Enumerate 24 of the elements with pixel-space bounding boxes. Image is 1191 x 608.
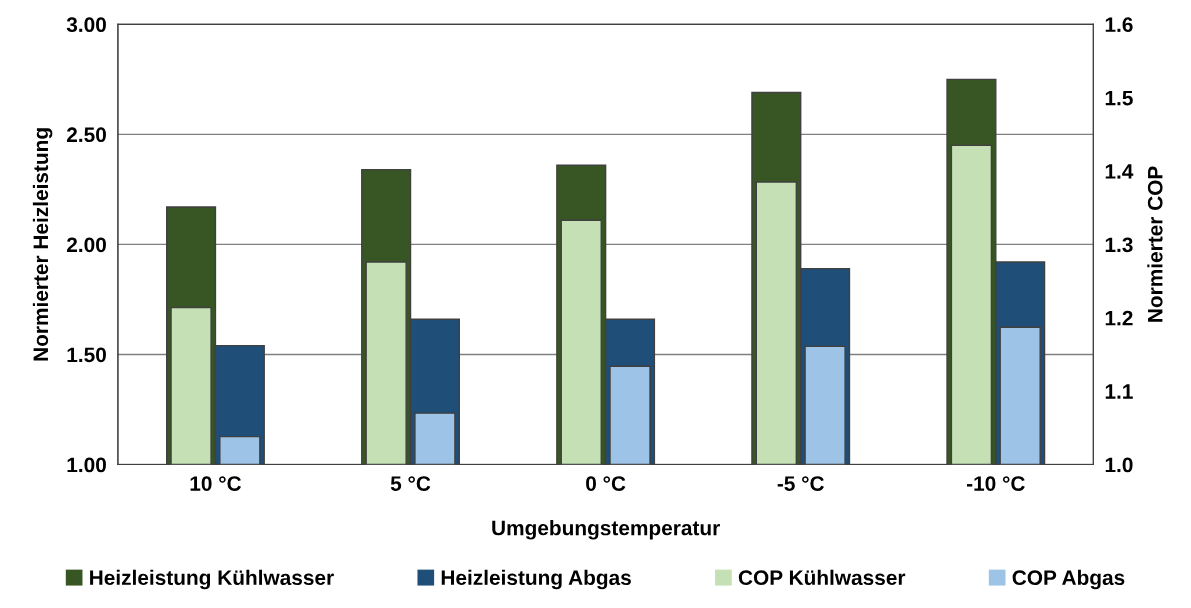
x-tick-label: -10 °C (966, 476, 1025, 491)
y-tick-label: 2.50 (66, 127, 106, 143)
y2-tick-label: 1.0 (1105, 457, 1133, 473)
y-tick-label: 3.00 (66, 17, 106, 33)
x-tick-label: 5 °C (390, 476, 431, 491)
y2-tick-label: 1.5 (1105, 90, 1133, 106)
y-tick-label: 1.50 (67, 347, 106, 363)
y2-axis-title: Normierter COP (1147, 166, 1163, 322)
y2-tick-label: 1.1 (1105, 384, 1133, 399)
y-axis-title: Normierter Heizleistung (32, 128, 53, 361)
x-tick-label: -5 °C (777, 476, 824, 491)
legend-label: Heizleistung Abgas (441, 569, 631, 590)
x-tick-label: 10 °C (190, 476, 242, 491)
y-tick-label: 2.00 (66, 237, 106, 253)
legend-label: Heizleistung Kühlwasser (90, 569, 334, 590)
y-tick-label: 1.00 (67, 457, 106, 473)
y2-tick-label: 1.3 (1105, 237, 1133, 253)
x-axis-title: Umgebungstemperatur (492, 520, 720, 540)
legend-label: COP Abgas (1012, 569, 1125, 590)
y2-tick-label: 1.6 (1105, 17, 1133, 33)
x-tick-label: 0 °C (586, 476, 626, 491)
y2-tick-label: 1.2 (1105, 310, 1133, 326)
legend-label: COP Kühlwasser (738, 569, 906, 586)
y2-tick-label: 1.4 (1105, 164, 1134, 179)
